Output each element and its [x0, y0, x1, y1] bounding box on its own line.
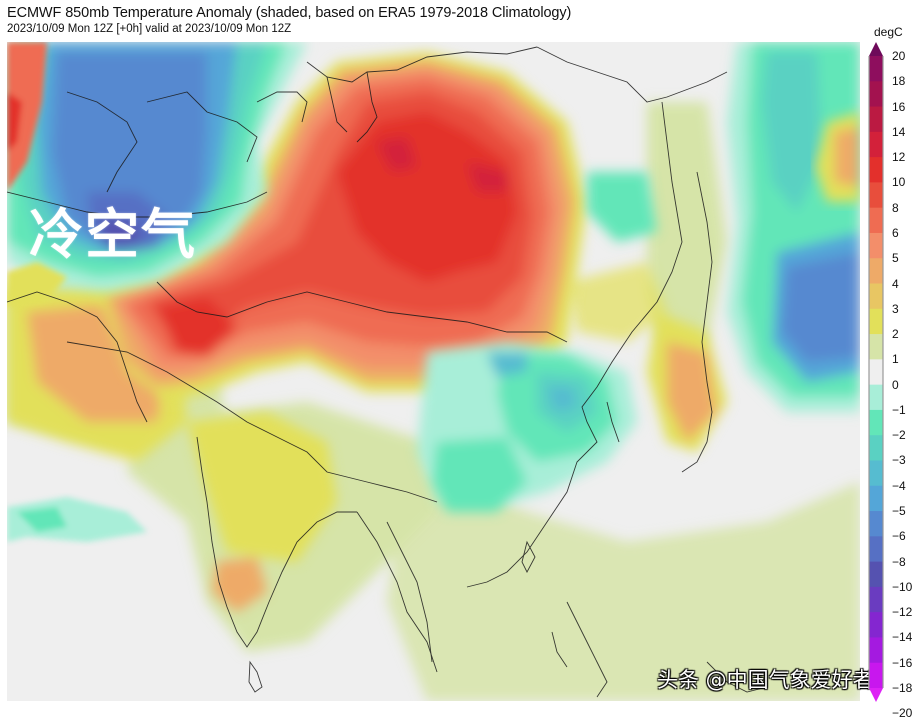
watermark: 头条 @中国气象爱好者	[657, 668, 874, 692]
colorbar-bin	[869, 359, 883, 386]
colorbar-bin	[869, 283, 883, 310]
colorbar-bin	[869, 182, 883, 209]
colorbar-tick-label: 5	[892, 251, 899, 266]
colorbar-tick-label: −1	[892, 402, 906, 417]
colorbar-tick-label: 3	[892, 301, 899, 316]
colorbar-bin	[869, 207, 883, 234]
colorbar-tick-label: −10	[892, 579, 913, 594]
colorbar-unit: degC	[874, 25, 903, 39]
colorbar-bin	[869, 334, 883, 360]
colorbar-tick-label: −3	[892, 453, 906, 468]
colorbar-tick-label: 16	[892, 99, 906, 114]
anomaly-map: 冷空气	[7, 42, 860, 701]
colorbar-tick-label: 2	[892, 327, 899, 342]
colorbar-tick-label: 18	[892, 74, 906, 89]
colorbar-tick-label: −6	[892, 529, 906, 544]
colorbar-tick-label: 20	[892, 49, 906, 63]
colorbar-bin	[869, 106, 883, 133]
colorbar-bin	[869, 485, 883, 512]
colorbar-tick-label: −4	[892, 478, 906, 493]
colorbar-tick-label: 6	[892, 225, 899, 240]
colorbar-bin	[869, 308, 883, 335]
colorbar-bin	[869, 612, 883, 638]
colorbar-tick-label: −14	[892, 630, 913, 645]
colorbar-tick-label: 0	[892, 377, 899, 392]
colorbar-tick-label: 10	[892, 175, 906, 190]
colorbar-tick-label: −18	[892, 681, 913, 695]
colorbar-tick-label: −8	[892, 554, 906, 569]
colorbar-bin	[869, 131, 883, 158]
colorbar-bin	[869, 637, 883, 664]
colorbar-bin	[869, 258, 883, 285]
colorbar-tick-label: 12	[892, 150, 906, 165]
colorbar-bin	[869, 662, 883, 689]
colorbar-tick-label: −20	[892, 706, 913, 720]
cold-air-label: 冷空气	[29, 203, 197, 266]
colorbar-bin	[869, 536, 883, 563]
chart-subtitle: 2023/10/09 Mon 12Z [+0h] valid at 2023/1…	[7, 23, 292, 35]
colorbar	[868, 42, 884, 702]
colorbar-bin	[869, 81, 883, 108]
colorbar-bin	[869, 435, 883, 461]
colorbar-tick-label: −16	[892, 655, 913, 670]
colorbar-tick-label: −12	[892, 605, 913, 620]
colorbar-bin	[869, 409, 883, 436]
colorbar-bin	[869, 157, 883, 183]
colorbar-over-arrow	[869, 42, 883, 56]
colorbar-tick-label: 4	[892, 276, 899, 291]
colorbar-tick-label: 1	[892, 352, 899, 367]
colorbar-tick-label: −5	[892, 504, 906, 519]
colorbar-tick-label: 14	[892, 124, 906, 139]
colorbar-bin	[869, 511, 883, 537]
colorbar-bin	[869, 232, 883, 259]
colorbar-tick-label: 8	[892, 200, 899, 215]
chart-title: ECMWF 850mb Temperature Anomaly (shaded,…	[7, 5, 572, 21]
colorbar-bin	[869, 586, 883, 613]
colorbar-under-arrow	[869, 688, 883, 702]
colorbar-bin	[869, 56, 883, 82]
anomaly-field	[7, 42, 860, 701]
colorbar-bin	[869, 384, 883, 411]
colorbar-tick-label: −2	[892, 428, 906, 443]
colorbar-bin	[869, 460, 883, 487]
colorbar-bin	[869, 561, 883, 588]
